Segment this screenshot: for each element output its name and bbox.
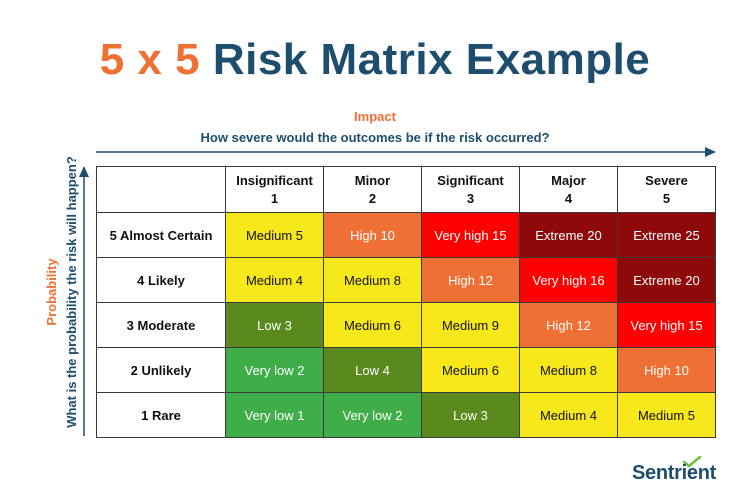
risk-cell: Medium 4	[519, 392, 618, 438]
corner-cell	[96, 166, 226, 213]
risk-cell: Medium 9	[421, 302, 520, 348]
impact-header-2: Minor 2	[323, 166, 422, 213]
risk-cell: Medium 4	[225, 257, 324, 303]
impact-axis-label: Impact	[354, 109, 396, 124]
probability-label: 1 Rare	[96, 392, 226, 438]
risk-cell: Extreme 20	[617, 257, 716, 303]
probability-label: 4 Likely	[96, 257, 226, 303]
risk-cell: Medium 6	[421, 347, 520, 393]
checkmark-icon	[682, 456, 702, 468]
probability-axis-question: What is the probability the risk will ha…	[64, 156, 79, 428]
impact-header-row: Insignificant 1 Minor 2 Significant 3 Major…	[96, 166, 716, 213]
risk-cell: Medium 5	[225, 212, 324, 258]
probability-label: 3 Moderate	[96, 302, 226, 348]
probability-arrow	[79, 166, 89, 436]
risk-cell: Medium 8	[323, 257, 422, 303]
logo-text: Sentrient	[632, 462, 716, 484]
title-prefix: 5 x 5	[99, 35, 201, 84]
risk-cell: High 12	[519, 302, 618, 348]
risk-cell: High 10	[617, 347, 716, 393]
probability-label: 5 Almost Certain	[96, 212, 226, 258]
sentrient-logo: Sentrient	[632, 456, 722, 488]
risk-cell: Very low 1	[225, 392, 324, 438]
impact-header-1: Insignificant 1	[225, 166, 324, 213]
risk-cell: High 12	[421, 257, 520, 303]
impact-arrow	[96, 147, 716, 157]
risk-cell: Very high 15	[421, 212, 520, 258]
impact-axis-question: How severe would the outcomes be if the …	[200, 130, 550, 145]
risk-cell: Medium 6	[323, 302, 422, 348]
risk-cell: Low 4	[323, 347, 422, 393]
probability-row-5: 5 Almost Certain Medium 5 High 10 Very h…	[96, 212, 716, 258]
risk-matrix: Insignificant 1 Minor 2 Significant 3 Major…	[96, 166, 716, 438]
risk-cell: Low 3	[225, 302, 324, 348]
risk-cell: Medium 8	[519, 347, 618, 393]
risk-cell: High 10	[323, 212, 422, 258]
impact-header-5: Severe 5	[617, 166, 716, 213]
title-main: Risk Matrix Example	[212, 35, 651, 84]
page-title: 5 x 5 Risk Matrix Example	[0, 34, 750, 86]
risk-cell: Medium 5	[617, 392, 716, 438]
impact-header-4: Major 4	[519, 166, 618, 213]
probability-axis-label: Probability	[44, 258, 59, 326]
probability-row-2: 2 Unlikely Very low 2 Low 4 Medium 6 Med…	[96, 347, 716, 393]
risk-cell: Very low 2	[225, 347, 324, 393]
risk-cell: Low 3	[421, 392, 520, 438]
risk-cell: Very high 15	[617, 302, 716, 348]
risk-cell: Very low 2	[323, 392, 422, 438]
risk-cell: Extreme 20	[519, 212, 618, 258]
probability-row-4: 4 Likely Medium 4 Medium 8 High 12 Very …	[96, 257, 716, 303]
risk-cell: Very high 16	[519, 257, 618, 303]
impact-header-3: Significant 3	[421, 166, 520, 213]
probability-row-3: 3 Moderate Low 3 Medium 6 Medium 9 High …	[96, 302, 716, 348]
risk-cell: Extreme 25	[617, 212, 716, 258]
probability-row-1: 1 Rare Very low 1 Very low 2 Low 3 Mediu…	[96, 392, 716, 438]
probability-label: 2 Unlikely	[96, 347, 226, 393]
